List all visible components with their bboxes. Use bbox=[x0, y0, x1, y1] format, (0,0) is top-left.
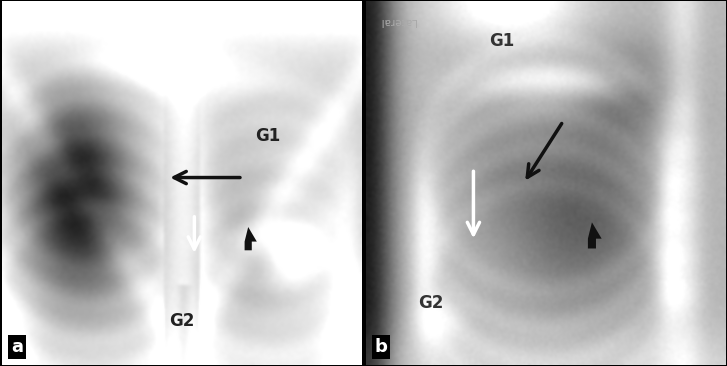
Text: Lateral: Lateral bbox=[380, 16, 417, 26]
Text: b: b bbox=[374, 338, 387, 356]
Text: G2: G2 bbox=[169, 312, 194, 330]
Text: G2: G2 bbox=[417, 294, 443, 312]
Polygon shape bbox=[588, 222, 602, 249]
Text: G1: G1 bbox=[489, 32, 515, 50]
Text: a: a bbox=[11, 338, 23, 356]
Polygon shape bbox=[244, 227, 257, 250]
Text: G1: G1 bbox=[255, 127, 281, 145]
